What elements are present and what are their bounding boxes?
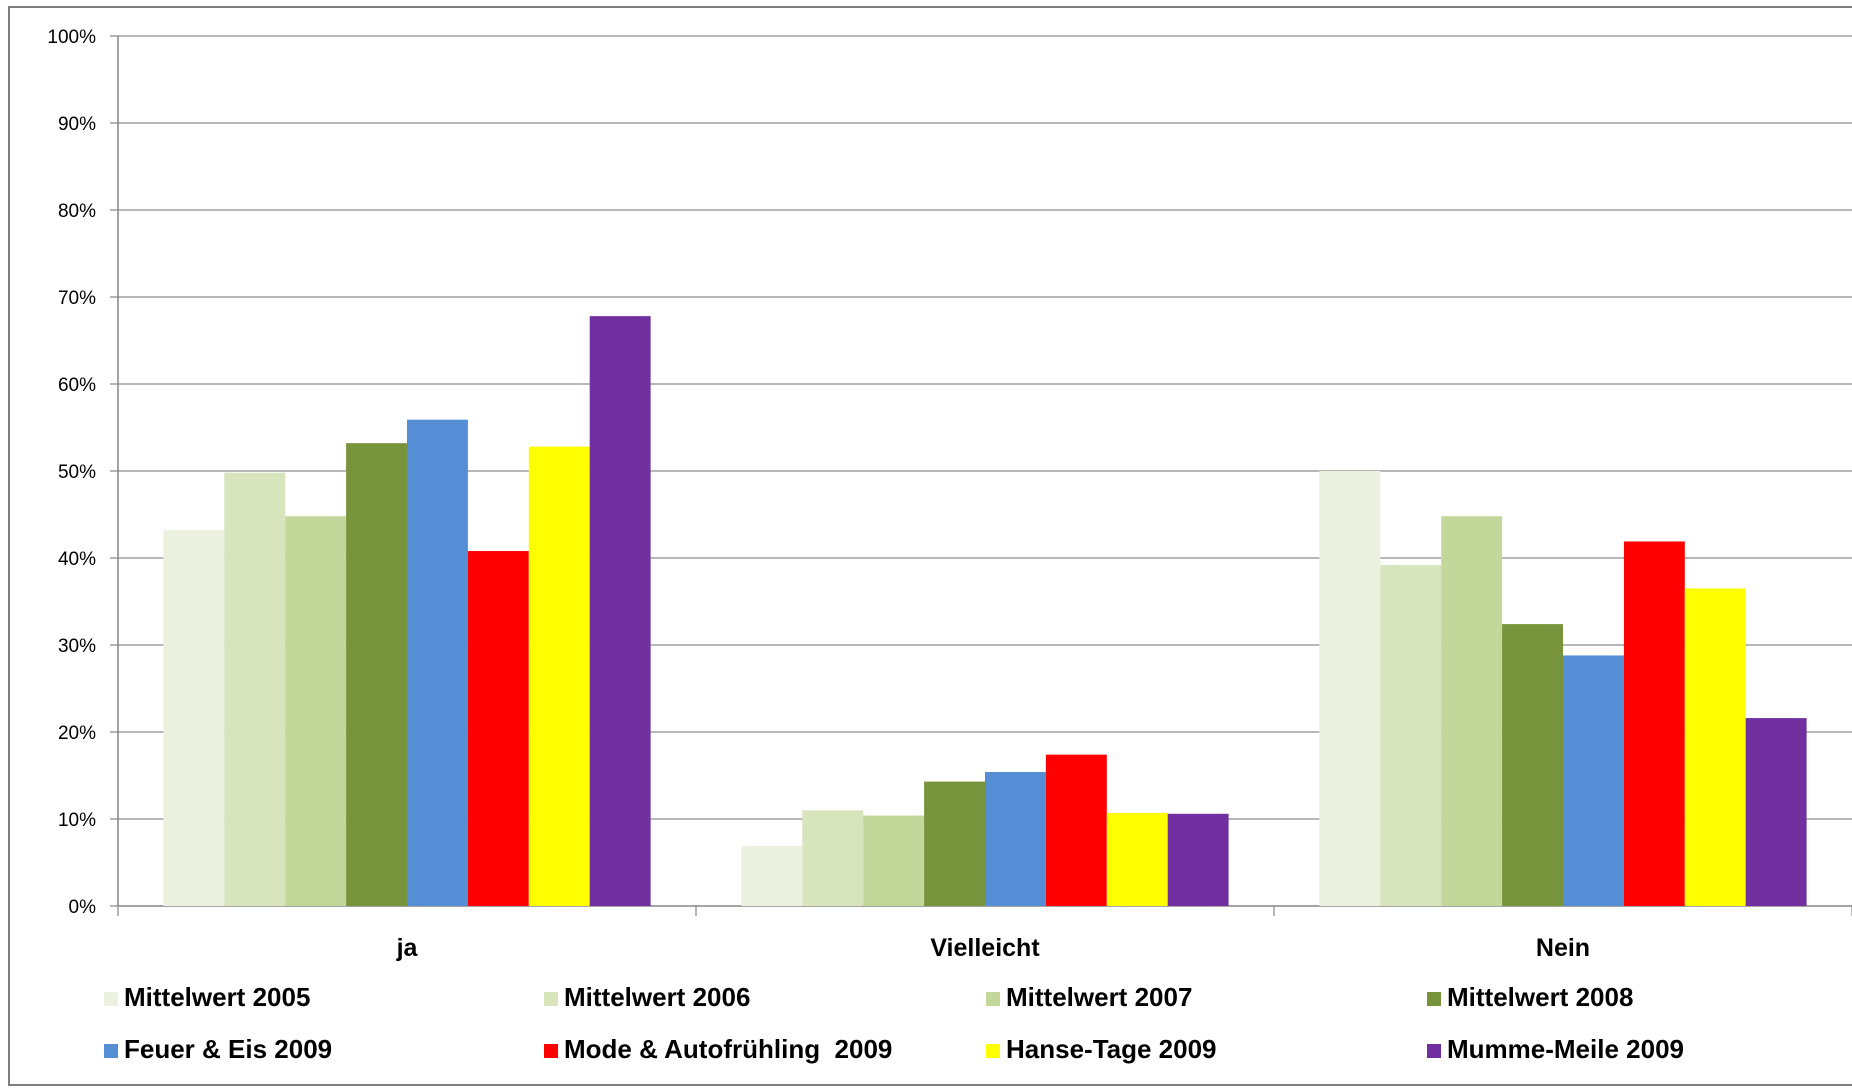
chart-frame <box>8 6 1852 1086</box>
bar <box>1441 516 1503 906</box>
bar <box>346 443 407 906</box>
bar <box>1319 471 1381 906</box>
y-tick-label: 100% <box>47 27 96 48</box>
bar <box>528 446 590 906</box>
bar <box>985 772 1046 906</box>
bar <box>1684 588 1746 906</box>
legend-swatch <box>544 1044 558 1058</box>
legend-label: Feuer & Eis 2009 <box>124 1034 332 1064</box>
legend-label: Mittelwert 2007 <box>1006 982 1192 1012</box>
legend-swatch <box>1427 992 1441 1006</box>
bar <box>467 551 529 906</box>
category-label: Vielleicht <box>930 934 1040 962</box>
legend-label: Hanse-Tage 2009 <box>1006 1034 1217 1064</box>
bar <box>407 419 468 906</box>
bar <box>285 516 347 906</box>
y-tick-label: 80% <box>58 201 96 222</box>
y-tick-label: 0% <box>69 897 97 918</box>
legend-label: Mittelwert 2005 <box>124 982 310 1012</box>
legend-swatch <box>1427 1044 1441 1058</box>
bar <box>1502 624 1563 906</box>
bar <box>863 815 925 906</box>
bar <box>1380 564 1442 906</box>
bar <box>1623 541 1685 906</box>
bar <box>924 781 985 906</box>
legend-label: Mittelwert 2006 <box>564 982 750 1012</box>
category-label: ja <box>396 934 419 962</box>
legend-swatch <box>104 992 118 1006</box>
bar <box>1745 718 1807 906</box>
legend-swatch <box>986 1044 1000 1058</box>
category-label: Nein <box>1536 934 1590 962</box>
legend-label: Mumme-Meile 2009 <box>1447 1034 1684 1064</box>
legend-label: Mode & Autofrühling 2009 <box>564 1034 892 1064</box>
y-tick-label: 50% <box>58 462 96 483</box>
y-tick-label: 40% <box>58 549 96 570</box>
bar <box>224 472 286 906</box>
legend-swatch <box>104 1044 118 1058</box>
bar <box>1106 812 1168 906</box>
bar <box>1167 813 1229 906</box>
y-tick-label: 20% <box>58 723 96 744</box>
bar <box>741 845 803 906</box>
bars <box>163 316 1807 906</box>
bar <box>1563 655 1624 906</box>
legend-label: Mittelwert 2008 <box>1447 982 1633 1012</box>
y-tick-label: 10% <box>58 810 96 831</box>
y-tick-label: 30% <box>58 636 96 657</box>
y-tick-label: 70% <box>58 288 96 309</box>
bar <box>163 530 225 906</box>
bar <box>802 810 864 906</box>
x-axis: ja Vielleicht Nein <box>117 906 1852 962</box>
legend-swatch <box>544 992 558 1006</box>
bar <box>589 316 651 906</box>
bar <box>1045 754 1107 906</box>
legend-swatch <box>986 992 1000 1006</box>
y-tick-label: 60% <box>58 375 96 396</box>
y-tick-label: 90% <box>58 114 96 135</box>
y-axis: 0% 10% 20% 30% 40% 50% 60% 70% 80% 90% 100% <box>47 27 119 918</box>
legend: Mittelwert 2005 Mittelwert 2006 Mittelwert… <box>104 982 1684 1064</box>
